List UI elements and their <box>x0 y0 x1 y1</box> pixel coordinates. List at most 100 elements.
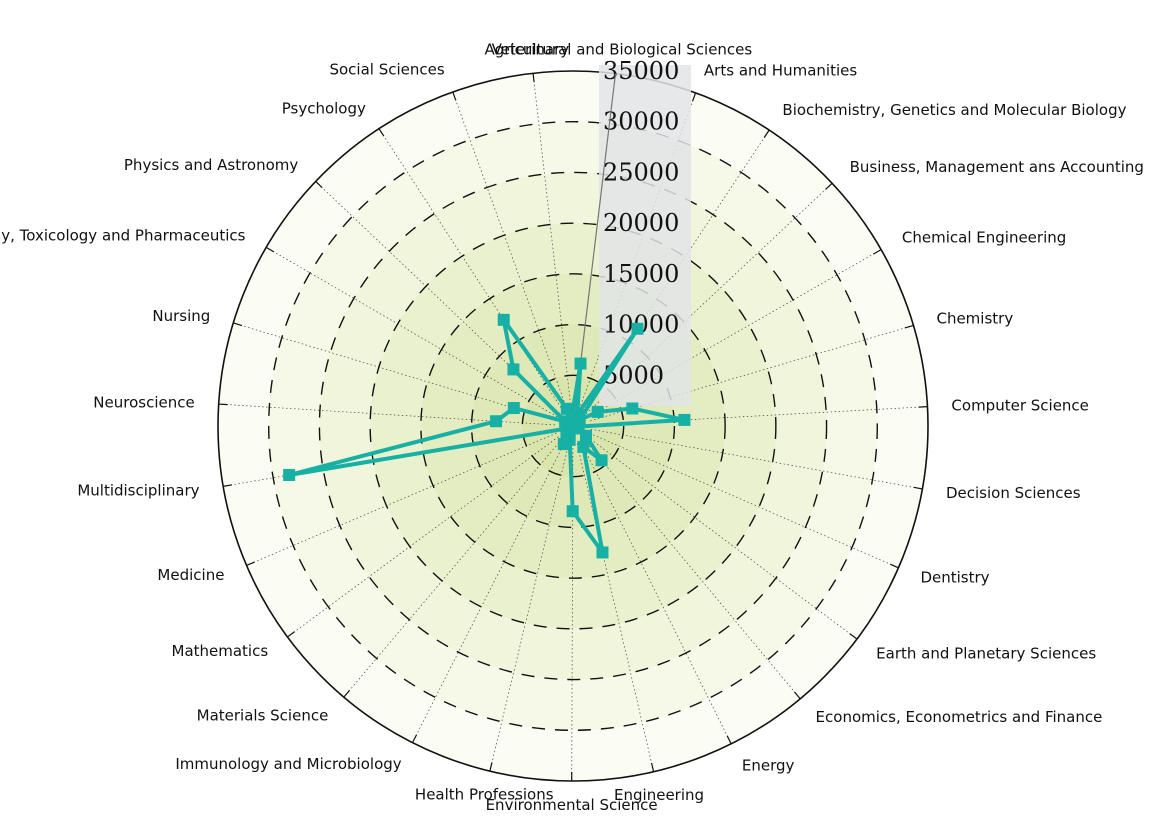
data-point <box>490 415 503 428</box>
spoke <box>532 73 572 409</box>
value-scale: 5000100001500020000250003000035000 <box>574 57 691 406</box>
spoke-tick <box>218 403 228 406</box>
grid-ring <box>318 171 828 681</box>
tick-label: 25000 <box>603 158 679 186</box>
data-point <box>631 322 644 335</box>
series-line <box>287 317 687 555</box>
spoke-tick <box>265 246 275 253</box>
series-layer <box>283 313 691 559</box>
spoke-tick <box>650 762 655 772</box>
spoke-tick <box>378 128 385 137</box>
category-labels: Agricultural and Biological Sciences Arts… <box>0 40 1144 814</box>
spoke-tick <box>452 91 457 101</box>
data-point <box>565 409 578 422</box>
tick-label: 15000 <box>603 260 679 288</box>
category-label: Nursing <box>152 307 210 325</box>
spoke-tick <box>287 631 296 638</box>
data-point <box>566 505 579 518</box>
category-label: Economics, Econometrics and Finance <box>816 708 1103 726</box>
spoke <box>412 441 566 743</box>
category-label: Decision Sciences <box>946 484 1081 502</box>
category-label: Health Professions <box>415 785 554 803</box>
category-label: Pharmacology, Toxicology and Pharmaceuti… <box>0 226 246 244</box>
spoke-tick <box>889 563 899 569</box>
spoke <box>489 443 570 772</box>
spoke-tick <box>233 322 243 327</box>
grid-ring <box>268 121 878 731</box>
spoke <box>580 441 732 744</box>
spoke <box>233 322 556 422</box>
category-label: Energy <box>742 756 795 774</box>
data-point <box>678 413 691 426</box>
category-label: Environmental Science <box>486 796 658 814</box>
category-label: Materials Science <box>197 706 329 724</box>
grid-ring <box>217 70 929 782</box>
spoke-tick <box>532 73 535 83</box>
data-point <box>507 402 520 415</box>
data-point <box>577 440 590 453</box>
scale-axis <box>574 73 617 406</box>
data-point <box>557 438 570 451</box>
spoke <box>287 436 559 638</box>
tick-label: 30000 <box>603 108 679 136</box>
spoke <box>343 439 562 698</box>
category-label: Psychology <box>282 100 366 118</box>
spoke-tick <box>223 484 233 487</box>
category-label: Chemistry <box>936 310 1013 328</box>
category-label: Business, Management ans Accounting <box>850 158 1144 176</box>
data-point <box>626 402 639 415</box>
data-point <box>591 405 604 418</box>
category-label: Immunology and Microbiology <box>175 755 401 773</box>
spoke-tick <box>904 324 914 329</box>
spoke-tick <box>246 561 256 566</box>
spoke <box>246 432 557 566</box>
category-label: Agricultural and Biological Sciences <box>485 41 753 59</box>
spoke <box>266 247 558 418</box>
category-label: Computer Science <box>951 396 1088 414</box>
spoke <box>452 91 568 410</box>
data-point <box>596 546 609 559</box>
spoke-tick <box>411 734 418 743</box>
spoke <box>576 443 654 772</box>
category-label: Medicine <box>157 566 224 584</box>
category-label: Arts and Humanities <box>704 61 857 79</box>
spoke <box>589 432 899 569</box>
grid-ring <box>369 222 777 630</box>
spoke <box>378 128 564 412</box>
category-label: Neuroscience <box>93 394 194 412</box>
category-label: Veterinary <box>492 40 570 58</box>
spoke-tick <box>343 689 351 698</box>
grid-ring <box>420 273 726 579</box>
spoke-tick <box>849 633 858 640</box>
data-point <box>283 468 296 481</box>
data-point <box>595 454 608 467</box>
category-label: Engineering <box>614 786 704 804</box>
data-point <box>497 313 510 326</box>
spoke-tick <box>793 691 801 700</box>
category-label: Chemical Engineering <box>902 229 1066 247</box>
spoke-tick <box>913 486 923 490</box>
category-label: Biochemistry, Genetics and Molecular Bio… <box>782 101 1126 119</box>
scale-box <box>599 65 691 406</box>
spoke <box>584 439 801 699</box>
grid-rings <box>217 70 929 782</box>
grid-ring <box>470 323 676 529</box>
spoke-tick <box>825 182 833 190</box>
data-point <box>507 363 520 376</box>
tick-label: 35000 <box>603 57 679 85</box>
data-point <box>579 429 592 442</box>
category-label: Earth and Planetary Sciences <box>876 644 1096 662</box>
spoke-tick <box>315 181 323 189</box>
spoke <box>587 436 858 640</box>
category-label: Multidisciplinary <box>77 481 199 499</box>
spoke-tick <box>691 92 697 102</box>
spoke-tick <box>726 735 732 745</box>
tick-label: 20000 <box>603 209 679 237</box>
spoke-tick <box>489 762 493 772</box>
spoke <box>590 428 923 490</box>
spoke-tick <box>872 249 882 255</box>
category-label: Physics and Astronomy <box>124 156 298 174</box>
data-point <box>574 357 587 370</box>
spoke-tick <box>763 129 770 138</box>
